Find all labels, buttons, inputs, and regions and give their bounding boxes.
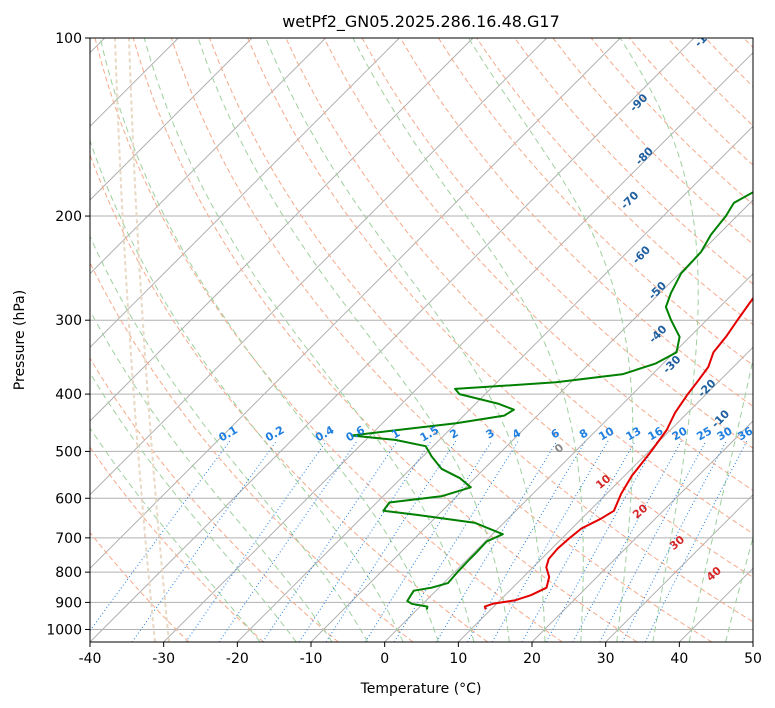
y-tick-label: 100 xyxy=(55,31,82,47)
moist-adiabat-line xyxy=(143,38,475,642)
x-tick-label: 50 xyxy=(744,651,762,667)
moist-adiabat-line xyxy=(265,38,546,642)
moist-adiabat-line xyxy=(90,139,404,642)
moist-adiabat-line xyxy=(90,427,261,642)
mixing-ratio-line xyxy=(325,440,457,642)
dry-adiabat-line xyxy=(90,531,190,642)
mixing-ratio-line xyxy=(298,440,432,642)
mixing-ratio-line xyxy=(467,440,586,642)
dry-adiabat-label: -100 xyxy=(692,21,721,50)
x-tick-label: -30 xyxy=(152,651,175,667)
x-axis-label: Temperature (°C) xyxy=(360,681,482,697)
isotherm-line xyxy=(90,38,548,496)
dry-adiabat-line xyxy=(514,38,753,285)
isotherm-line xyxy=(384,272,753,642)
mixing-ratio-line xyxy=(218,440,358,642)
moist-adiabat-line xyxy=(725,535,753,642)
moist-adiabat-line xyxy=(468,38,634,642)
dry-adiabat-line xyxy=(399,38,753,408)
isotherm-line xyxy=(90,38,474,422)
temperature-profile-line xyxy=(483,296,753,610)
dry-adiabat-line xyxy=(323,38,753,492)
plot-frame xyxy=(89,37,754,643)
dry-adiabat-line xyxy=(90,357,339,642)
hail-curves xyxy=(114,38,170,642)
isotherm-line xyxy=(163,51,753,642)
dry-adiabat-line xyxy=(90,261,414,642)
y-tick-label: 200 xyxy=(55,209,82,225)
x-tick-label: 0 xyxy=(380,651,389,667)
mixing-ratio-line xyxy=(393,440,519,642)
dry-adiabat-line xyxy=(170,38,712,642)
series-layer xyxy=(350,191,753,610)
moist-adiabat-line xyxy=(99,38,439,642)
y-axis: 100 200 300 400 500 600 700 800 900 1000 xyxy=(46,31,90,638)
y-tick-label: 700 xyxy=(55,531,82,547)
x-tick-label: -10 xyxy=(300,651,323,667)
x-tick-label: 10 xyxy=(449,651,467,667)
moist-adiabat-line xyxy=(90,235,369,642)
moist-adiabat-line xyxy=(352,38,584,642)
isotherm-line xyxy=(90,38,621,570)
isotherm-line xyxy=(457,346,753,642)
mixing-ratio-line xyxy=(572,440,682,642)
isotherm-line xyxy=(531,420,753,642)
mixing-ratio-line xyxy=(599,440,707,642)
y-tick-label: 800 xyxy=(55,565,82,581)
mixing-ratio-line xyxy=(435,440,558,642)
moist-adiabat-line xyxy=(90,309,333,642)
isotherm-line xyxy=(236,125,753,642)
y-axis-label: Pressure (hPa) xyxy=(12,290,28,390)
x-tick-label: 40 xyxy=(670,651,688,667)
mixing-ratio-line xyxy=(262,440,399,642)
mixing-ratio-line xyxy=(621,440,727,642)
moist-adiabat-line xyxy=(90,372,297,642)
x-tick-label: -40 xyxy=(79,651,102,667)
isotherm-line xyxy=(90,38,327,275)
y-tick-label: 400 xyxy=(55,387,82,403)
isotherm-line xyxy=(90,38,253,201)
background-lines xyxy=(90,38,753,642)
mixing-ratio-line xyxy=(185,440,327,642)
dewpoint-profile-line xyxy=(350,191,753,610)
x-axis: -40 -30 -20 -10 0 10 20 30 40 50 xyxy=(79,642,762,667)
mixing-ratio-label: 36 xyxy=(735,424,755,443)
x-tick-label: -20 xyxy=(226,651,249,667)
hail-guide-line xyxy=(114,38,156,642)
mixing-ratio-line xyxy=(364,440,493,642)
hail-guide-line xyxy=(128,38,170,642)
y-tick-label: 500 xyxy=(55,444,82,460)
dry-adiabat-line xyxy=(90,446,264,642)
y-tick-label: 1000 xyxy=(46,622,82,638)
moist-adiabat-line xyxy=(619,38,699,642)
dry-adiabat-line xyxy=(437,38,753,366)
x-tick-label: 30 xyxy=(597,651,615,667)
y-tick-label: 600 xyxy=(55,491,82,507)
dry-adiabat-line xyxy=(94,38,563,642)
isotherm-line xyxy=(90,38,400,349)
dry-adiabat-line xyxy=(209,38,753,623)
isotherm-line xyxy=(90,38,695,642)
chart-title: wetPf2_GN05.2025.286.16.48.G17 xyxy=(282,12,560,32)
dry-adiabat-line xyxy=(132,38,638,642)
x-tick-label: 20 xyxy=(523,651,541,667)
y-tick-label: 900 xyxy=(55,595,82,611)
moist-adiabat-line xyxy=(688,356,753,642)
y-tick-label: 300 xyxy=(55,313,82,329)
dry-adiabat-line xyxy=(247,38,753,578)
isotherm-line xyxy=(605,493,753,642)
dry-adiabat-line xyxy=(90,153,488,642)
